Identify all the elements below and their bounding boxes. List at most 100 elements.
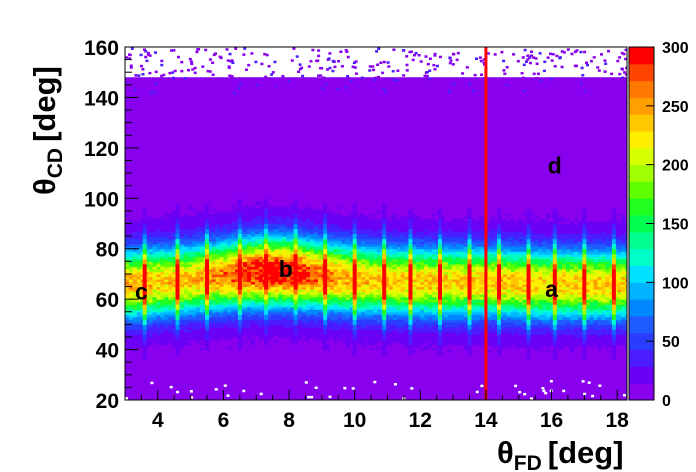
heatmap-cell (160, 334, 165, 338)
heatmap-cell (144, 251, 150, 255)
heatmap-cell (132, 210, 138, 215)
heatmap-cell (132, 364, 138, 368)
heatmap-cell (168, 175, 173, 179)
heatmap-cell (250, 77, 256, 81)
heatmap-cell (156, 266, 162, 270)
heatmap-cell (164, 82, 169, 86)
heatmap-cell (152, 162, 158, 167)
heatmap-cell (148, 284, 154, 288)
heatmap-cell (156, 256, 162, 260)
heatmap-cell (168, 168, 173, 172)
heatmap-cell (128, 137, 134, 141)
heatmap-cell (144, 261, 150, 265)
heatmap-cell (152, 311, 158, 315)
heatmap-cell (156, 110, 162, 114)
heatmap-cell (152, 241, 158, 245)
heatmap-cell (164, 384, 169, 388)
heatmap-cell (160, 261, 165, 265)
heatmap-cell (136, 165, 142, 169)
heatmap-cell (132, 342, 138, 346)
heatmap-cell (132, 357, 138, 361)
heatmap-cell (160, 162, 165, 167)
heatmap-cell (168, 165, 173, 169)
heatmap-cell (136, 246, 142, 250)
heatmap-cell (144, 397, 150, 400)
heatmap-cell (132, 233, 138, 237)
heatmap-cell (125, 89, 130, 93)
heatmap-cell (156, 359, 162, 363)
heatmap-cell (144, 326, 150, 330)
heatmap-cell (136, 357, 142, 361)
heatmap-cell (148, 145, 154, 149)
heatmap-cell (160, 309, 165, 313)
heatmap-cell (132, 299, 138, 303)
heatmap-cell (148, 165, 154, 169)
heatmap-cell (156, 238, 162, 242)
heatmap-cell (156, 334, 162, 338)
heatmap-cell (164, 210, 169, 215)
heatmap-cell (164, 319, 169, 323)
heatmap-cell (148, 397, 154, 400)
heatmap-cell (136, 170, 142, 174)
heatmap-cell (136, 183, 142, 187)
heatmap-cell (152, 289, 158, 293)
heatmap-cell (160, 99, 165, 104)
heatmap-cell (148, 203, 154, 207)
heatmap-cell (128, 349, 134, 353)
heatmap-cell (168, 271, 173, 275)
heatmap-cell (128, 140, 134, 144)
heatmap-cell (160, 155, 165, 159)
heatmap-cell (168, 397, 173, 400)
heatmap-cell (152, 367, 158, 371)
heatmap-cell (148, 342, 154, 346)
heatmap-cell (136, 238, 142, 242)
heatmap-cell (144, 324, 150, 328)
heatmap-cell (132, 326, 138, 330)
heatmap-cell (156, 301, 162, 305)
heatmap-cell (128, 357, 134, 361)
heatmap-cell (164, 306, 169, 310)
heatmap-cell (148, 276, 154, 280)
heatmap-cell (140, 97, 146, 101)
heatmap-cell (164, 278, 169, 283)
heatmap-cell (128, 392, 134, 396)
heatmap-cell (168, 253, 173, 257)
heatmap-cell (144, 352, 150, 356)
heatmap-cell (156, 314, 162, 318)
heatmap-cell (152, 253, 158, 257)
heatmap-cell (132, 362, 138, 366)
heatmap-cell (125, 251, 130, 255)
heatmap-cell (164, 354, 169, 358)
heatmap-cell (125, 226, 130, 230)
heatmap-cell (140, 387, 146, 391)
heatmap-cell (125, 160, 130, 164)
heatmap-cell (148, 377, 154, 381)
heatmap-cell (160, 82, 165, 86)
heatmap-cell (125, 122, 130, 126)
heatmap-cell (160, 281, 165, 285)
heatmap-cell (156, 117, 162, 121)
heatmap-cell (144, 160, 150, 164)
heatmap-cell (136, 278, 142, 283)
heatmap-cell (128, 223, 134, 227)
heatmap-cell (140, 140, 146, 144)
heatmap-cell (164, 329, 169, 333)
heatmap-cell (132, 231, 138, 235)
heatmap-cell (144, 135, 150, 139)
heatmap-cell (144, 150, 150, 154)
heatmap-cell (132, 79, 138, 83)
heatmap-cell (168, 200, 173, 204)
heatmap-cell (160, 377, 165, 381)
heatmap-cell (125, 294, 130, 298)
heatmap-cell (132, 374, 138, 378)
heatmap-cell (152, 357, 158, 361)
heatmap-cell (164, 374, 169, 378)
heatmap-cell (132, 384, 138, 388)
heatmap-cell (132, 150, 138, 154)
heatmap-cell (152, 329, 158, 333)
heatmap-cell (168, 251, 173, 255)
heatmap-cell (168, 342, 173, 346)
heatmap-cell (128, 89, 134, 93)
heatmap-cell (132, 200, 138, 204)
heatmap-cell (148, 157, 154, 162)
